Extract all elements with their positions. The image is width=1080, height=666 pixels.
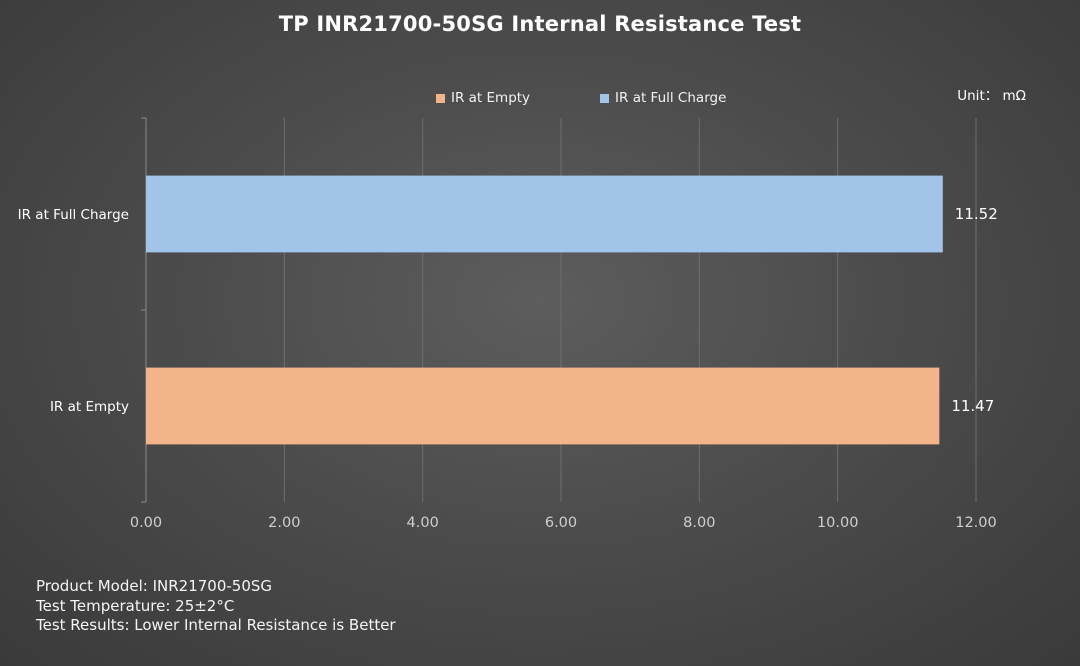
data-label: 11.47: [951, 397, 994, 415]
legend-item-full-charge: IR at Full Charge: [600, 90, 726, 106]
data-label: 11.52: [955, 205, 998, 223]
unit-label: Unit： mΩ: [957, 88, 1026, 104]
legend-swatch-empty: [436, 93, 445, 103]
category-label: IR at Full Charge: [18, 207, 129, 223]
x-tick-label: 10.00: [817, 515, 859, 531]
x-tick-label: 0.00: [130, 515, 162, 531]
footer-test-temperature: Test Temperature: 25±2°C: [36, 596, 235, 615]
legend-swatch-full-charge: [600, 93, 610, 103]
footer-notes: Product Model: INR21700-50SG Test Temper…: [36, 577, 396, 636]
x-tick-label: 4.00: [407, 515, 439, 531]
x-tick-label: 8.00: [683, 515, 715, 531]
footer-test-results: Test Results: Lower Internal Resistance …: [36, 616, 396, 634]
category-label: IR at Empty: [50, 399, 129, 415]
footer-product-model: Product Model: INR21700-50SG: [36, 577, 273, 595]
x-tick-label: 6.00: [545, 515, 577, 531]
legend: IR at Empty IR at Full Charge: [436, 90, 796, 106]
legend-item-empty: IR at Empty: [436, 90, 530, 106]
legend-label-empty: IR at Empty: [451, 90, 531, 106]
bar: [146, 367, 940, 445]
chart-title: TP INR21700-50SG Internal Resistance Tes…: [278, 12, 802, 36]
bar: [146, 175, 943, 253]
x-tick-label: 2.00: [268, 515, 300, 531]
legend-label-full-charge: IR at Full Charge: [615, 90, 727, 106]
x-tick-label: 12.00: [955, 515, 997, 531]
